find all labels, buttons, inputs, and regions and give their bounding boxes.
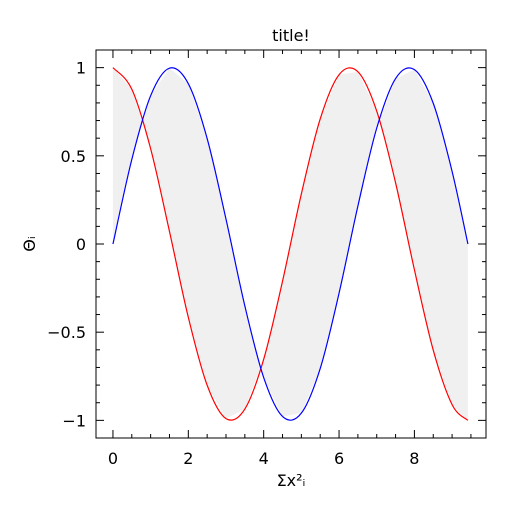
x-tick-label: 6	[334, 449, 344, 468]
x-tick-label: 0	[108, 449, 118, 468]
y-axis-label: Θᵢ	[20, 236, 39, 251]
y-tick-label: −1	[62, 411, 86, 430]
x-axis-label: Σx²ᵢ	[277, 471, 306, 490]
series-line-1	[112, 67, 469, 421]
y-tick-label: 0.5	[61, 147, 86, 166]
y-tick-label: −0.5	[47, 323, 86, 342]
series-layer	[112, 67, 469, 421]
x-tick-label: 4	[259, 449, 269, 468]
ticks-layer: 0 2 4 6 8 −1 −0.5 0 0.5 1	[47, 49, 486, 468]
series-line-2	[112, 67, 469, 421]
fill-between-area	[112, 67, 468, 421]
x-tick-label: 2	[183, 449, 193, 468]
fill-layer	[112, 67, 468, 421]
y-tick-label: 0	[76, 235, 86, 254]
x-tick-label: 8	[409, 449, 419, 468]
chart-title: title!	[272, 26, 310, 45]
y-tick-label: 1	[76, 59, 86, 78]
